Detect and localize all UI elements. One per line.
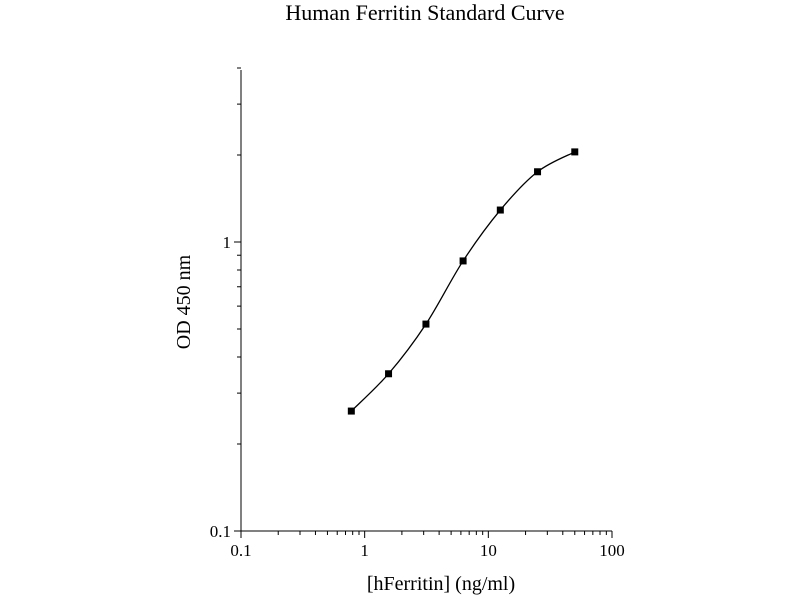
data-point bbox=[422, 320, 430, 328]
data-point bbox=[534, 168, 542, 176]
axis-tick-labels: 0.1 1 10 100 0.1 1 bbox=[210, 233, 625, 560]
data-point bbox=[347, 407, 355, 415]
axes bbox=[240, 70, 612, 532]
x-tick-label: 100 bbox=[599, 541, 625, 560]
y-tick-label: 0.1 bbox=[210, 522, 231, 541]
chart-title: Human Ferritin Standard Curve bbox=[285, 0, 565, 25]
data-points bbox=[347, 148, 579, 415]
data-point bbox=[459, 257, 467, 265]
x-tick-label: 1 bbox=[360, 541, 369, 560]
axis-ticks bbox=[234, 67, 613, 538]
data-point bbox=[571, 148, 579, 156]
data-point bbox=[385, 370, 393, 378]
x-axis-label: [hFerritin] (ng/ml) bbox=[367, 573, 515, 595]
x-tick-label: 0.1 bbox=[230, 541, 251, 560]
x-tick-label: 10 bbox=[480, 541, 497, 560]
fitted-curve bbox=[350, 151, 576, 412]
data-point bbox=[496, 206, 504, 214]
y-tick-label: 1 bbox=[223, 233, 232, 252]
y-axis-label: OD 450 nm bbox=[173, 254, 195, 349]
